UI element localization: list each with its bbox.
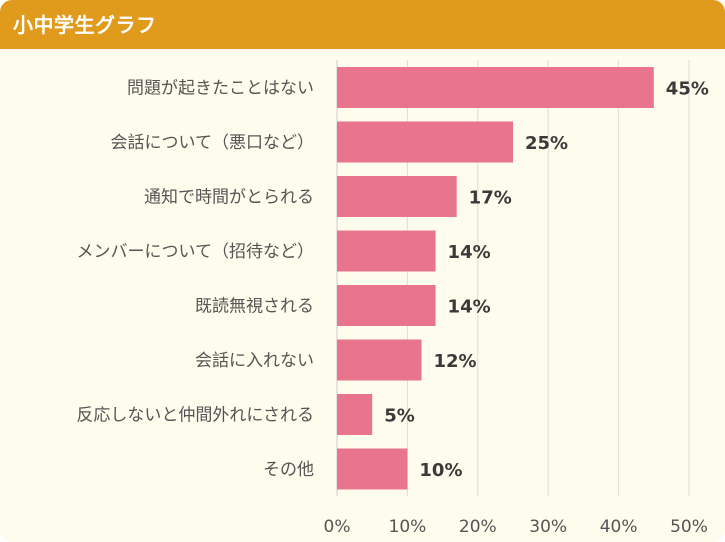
x-tick-label: 0% [324, 517, 351, 537]
value-label: 25% [525, 133, 568, 154]
bar [337, 394, 373, 435]
bar [337, 285, 436, 326]
value-label: 10% [419, 460, 462, 481]
bar [337, 121, 513, 163]
x-tick-label: 10% [389, 517, 427, 537]
chart-title: 小中学生グラフ [13, 13, 157, 37]
x-tick-label: 20% [459, 517, 497, 537]
category-label: メンバーについて（招待など） [77, 242, 315, 262]
bar [337, 67, 654, 108]
category-label: その他 [263, 460, 314, 480]
value-label: 45% [666, 79, 709, 100]
value-label: 12% [433, 351, 476, 372]
bar [337, 448, 408, 490]
x-tick-label: 30% [529, 517, 567, 537]
category-label: 反応しないと仲間外れにされる [76, 406, 314, 426]
x-tick-label: 50% [670, 517, 708, 537]
x-tick-label: 40% [600, 517, 638, 537]
category-label: 会話に入れない [195, 351, 314, 371]
bar [337, 230, 436, 272]
value-label: 14% [448, 297, 491, 318]
value-label: 5% [384, 406, 415, 427]
value-label: 14% [448, 242, 491, 263]
bar [337, 176, 457, 217]
category-label: 通知で時間がとられる [144, 188, 314, 208]
value-label: 17% [469, 188, 512, 209]
category-label: 既読無視される [195, 297, 314, 317]
category-label: 会話について（悪口など） [111, 133, 315, 153]
category-label: 問題が起きたことはない [127, 79, 314, 99]
chart-header: 小中学生グラフ [0, 0, 725, 49]
bar [337, 339, 422, 381]
